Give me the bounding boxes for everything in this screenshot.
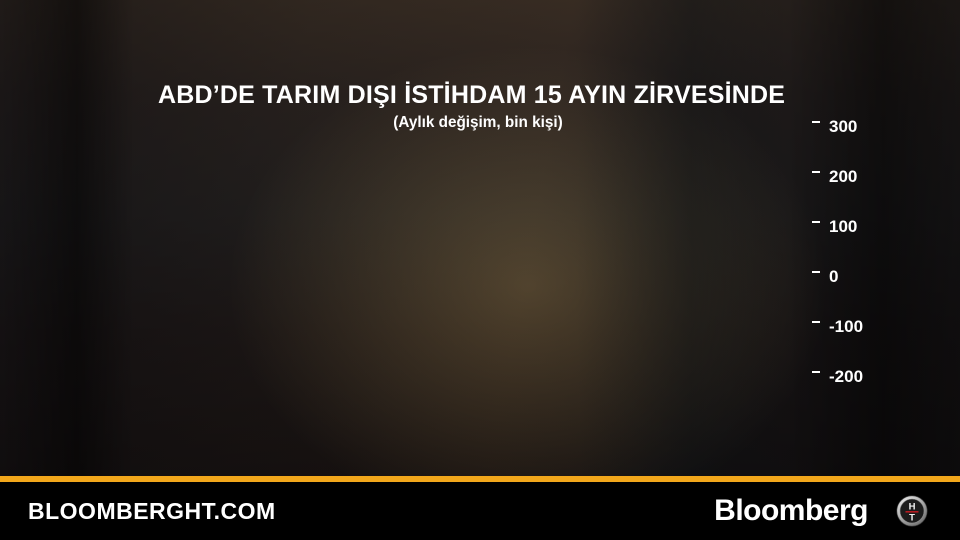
svg-text:H: H	[909, 502, 916, 513]
svg-text:T: T	[909, 513, 915, 524]
